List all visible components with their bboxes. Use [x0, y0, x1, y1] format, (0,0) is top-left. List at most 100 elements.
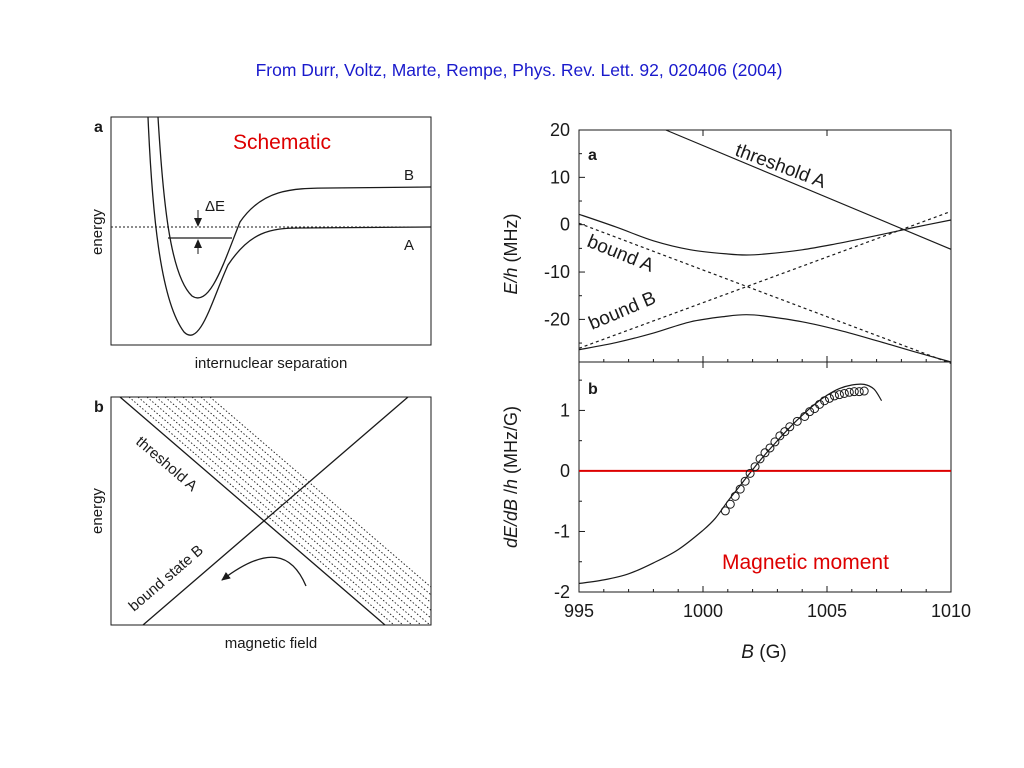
chart-b-letter: b — [588, 381, 598, 398]
chart-b-ylabel-slash: / — [501, 489, 521, 499]
left-panel-a: a Schematic energy internuclear separati… — [89, 116, 432, 372]
data-point — [820, 396, 830, 406]
y-tick-label: -1 — [554, 521, 570, 541]
chart-a-marks — [578, 129, 952, 364]
continuum-line — [146, 397, 413, 625]
bound-state-b-line — [142, 396, 409, 626]
curve-a-label: A — [404, 237, 414, 254]
chart-a-ylabel-unit: (MHz) — [501, 213, 521, 267]
y-tick-label: 1 — [560, 400, 570, 420]
left-panel-a-ylabel: energy — [89, 209, 106, 255]
chart-a-letter: a — [588, 147, 597, 164]
continuum-line — [182, 397, 431, 611]
potential-curve-B — [157, 116, 432, 299]
series-theory — [578, 383, 883, 585]
y-tick-label: -20 — [544, 309, 570, 329]
y-tick-label: 0 — [560, 215, 570, 235]
chart-a: a E/h (MHz) 20 10 0 -10 -20 threshold A boun… — [501, 120, 952, 364]
bound-b-curve-label: bound B — [586, 288, 659, 335]
left-panel-b-frame — [110, 396, 432, 626]
continuum-line — [155, 397, 422, 625]
chart-b-xlabel: B (G) — [741, 642, 786, 663]
series-bound-a — [578, 222, 952, 364]
data-point — [824, 393, 834, 403]
data-point — [755, 454, 765, 464]
series-upper-branch — [578, 213, 952, 256]
chart-b-ylabel-h: h — [501, 479, 521, 489]
citation-text: From Durr, Voltz, Marte, Rempe, Phys. Re… — [256, 60, 783, 80]
data-point — [780, 427, 790, 437]
threshold-a-curve-label: threshold A — [732, 140, 829, 193]
data-point — [805, 407, 815, 417]
chart-b-marks — [578, 383, 951, 585]
continuum-dotted-lines — [128, 397, 431, 625]
chart-a-ylabel: E/h (MHz) — [501, 213, 521, 294]
y-tick-label: 10 — [550, 167, 570, 187]
left-panel-a-letter: a — [94, 119, 103, 136]
continuum-line — [191, 397, 431, 604]
bound-state-b-label: bound state B — [126, 542, 207, 615]
data-point — [792, 416, 802, 426]
data-point — [750, 462, 760, 472]
continuum-line — [164, 397, 431, 625]
curve-b-label: B — [404, 167, 414, 184]
data-point — [829, 391, 839, 401]
x-tick-label: 1010 — [931, 601, 971, 621]
data-point — [854, 387, 864, 397]
x-tick-label: 1005 — [807, 601, 847, 621]
data-point — [725, 499, 735, 509]
data-point — [770, 437, 780, 447]
chart-b-ylabel-dedb: dE/dB — [501, 499, 521, 548]
data-point — [730, 491, 740, 501]
data-point — [765, 443, 775, 453]
magnetic-moment-annotation: Magnetic moment — [722, 551, 889, 574]
threshold-a-label: threshold A — [132, 433, 200, 495]
data-point — [735, 484, 745, 494]
y-tick-label: 0 — [560, 461, 570, 481]
chart-a-ticks: 20 10 0 -10 -20 — [544, 120, 952, 362]
y-tick-label: -10 — [544, 262, 570, 282]
series-bound-b — [578, 210, 952, 349]
y-tick-label: 20 — [550, 120, 570, 140]
series-threshold-a — [665, 129, 952, 250]
y-tick-label: -2 — [554, 582, 570, 602]
chart-a-ylabel-italic: E/h — [501, 267, 521, 294]
data-point — [839, 388, 849, 398]
continuum-line — [173, 397, 431, 619]
data-point — [849, 387, 859, 397]
left-panel-a-frame — [110, 116, 432, 346]
data-point — [785, 422, 795, 432]
chart-b-xlabel-unit: (G) — [754, 642, 787, 663]
schematic-annotation: Schematic — [233, 131, 331, 154]
data-point — [720, 506, 730, 516]
chart-b-xlabel-b: B — [741, 642, 754, 663]
continuum-line — [200, 397, 431, 596]
series-lower-branch — [578, 314, 952, 363]
threshold-a-line — [119, 396, 386, 626]
continuum-line — [137, 397, 404, 625]
avoided-crossing-arrow — [221, 556, 307, 587]
left-panel-b-ylabel: energy — [89, 488, 106, 534]
chart-b-frame — [578, 361, 952, 593]
data-point — [760, 448, 770, 458]
potential-curve-A — [147, 116, 432, 336]
chart-b-ylabel: dE/dB /h (MHz/G) — [501, 406, 521, 548]
delta-e-label: ΔE — [205, 198, 225, 215]
left-panel-b-xlabel: magnetic field — [225, 635, 318, 652]
left-panel-b-letter: b — [94, 399, 104, 416]
data-point — [745, 468, 755, 478]
left-panel-b: b energy magnetic field threshold A boun… — [89, 396, 432, 652]
data-point — [834, 390, 844, 400]
data-point — [859, 386, 869, 396]
continuum-line — [209, 397, 431, 588]
x-tick-label: 995 — [564, 601, 594, 621]
data-point — [740, 476, 750, 486]
chart-b-ylabel-unit: (MHz/G) — [501, 406, 521, 479]
left-panel-a-xlabel: internuclear separation — [195, 355, 348, 372]
x-tick-label: 1000 — [683, 601, 723, 621]
data-point — [800, 411, 810, 421]
data-point — [844, 387, 854, 397]
continuum-line — [128, 397, 395, 625]
